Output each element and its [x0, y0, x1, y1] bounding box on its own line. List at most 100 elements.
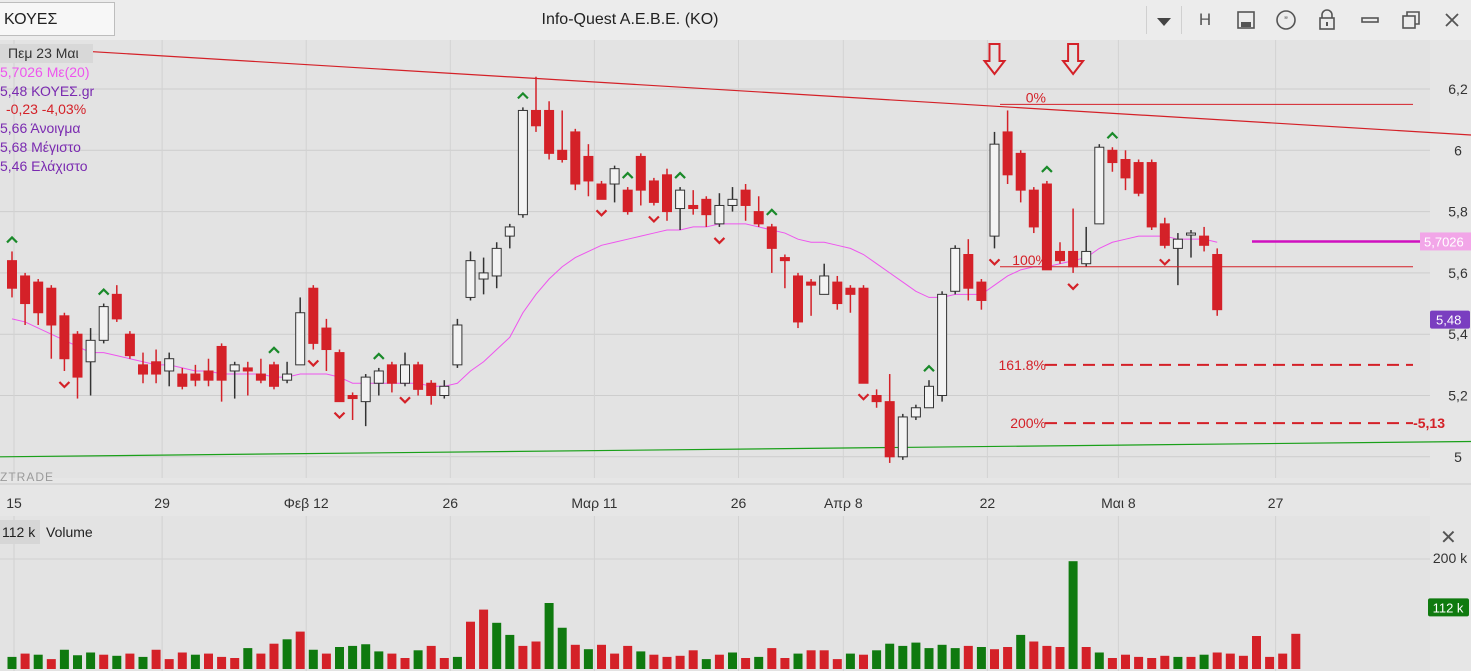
candle-body — [1212, 254, 1223, 311]
buy-signal-icon — [268, 346, 280, 354]
x-tick-label: Μαρ 11 — [571, 495, 617, 511]
lock-icon[interactable] — [1312, 6, 1342, 34]
candle-body — [766, 226, 777, 249]
info-change: -0,23 -4,03% — [6, 101, 87, 118]
volume-bar — [1212, 652, 1222, 669]
trendline-support — [0, 440, 1471, 458]
volume-bar — [976, 647, 986, 669]
trendlines — [0, 45, 1471, 458]
buy-signal-icon — [373, 352, 385, 360]
volume-bar — [204, 653, 213, 669]
volume-bar — [610, 653, 620, 669]
candle-body — [1120, 158, 1131, 179]
chevron-down-icon[interactable] — [1146, 6, 1182, 34]
volume-bar — [531, 641, 541, 669]
volume-bar — [190, 654, 200, 669]
volume-bar — [492, 622, 502, 669]
candle-body — [308, 287, 319, 344]
x-tick-label: 29 — [154, 495, 170, 511]
candle-body — [151, 361, 162, 375]
volume-bar — [1016, 634, 1026, 669]
volume-bar — [911, 642, 921, 669]
volume-title: Volume — [46, 524, 93, 540]
fib-label: 200% — [1010, 415, 1046, 431]
candle-body — [989, 143, 1000, 237]
candle-body — [622, 189, 633, 213]
candle-body — [544, 109, 555, 154]
volume-bar — [321, 653, 331, 669]
close-icon[interactable]: ✕ — [1440, 527, 1457, 549]
watermark: ZTRADE — [0, 470, 54, 484]
candle-body — [950, 247, 961, 292]
volume-bar — [1003, 647, 1013, 669]
down-arrow-icon — [982, 43, 1007, 76]
volume-bar — [662, 656, 672, 669]
candle-body — [648, 180, 659, 203]
candle-body — [465, 260, 476, 298]
candle-body — [727, 198, 738, 206]
candle-body — [779, 257, 790, 262]
fib-target-label: -5,13 — [1413, 415, 1445, 431]
candle-body — [1028, 189, 1039, 228]
x-tick-label: 15 — [6, 495, 22, 511]
price-volume-chart[interactable]: 0% 100% 161.8% 200% -5,13 6,2 6 5,8 5,6 5,4 5,2 5 1… — [0, 40, 1471, 671]
candle-body — [7, 260, 17, 289]
candle-body — [373, 370, 384, 384]
buy-signal-icon — [1041, 165, 1053, 173]
volume-bar — [256, 653, 266, 669]
x-tick-label: Μαι 8 — [1101, 495, 1136, 511]
volume-bar — [439, 658, 449, 669]
candle-body — [242, 367, 253, 372]
volume-bar — [1173, 656, 1183, 669]
restore-icon[interactable] — [1396, 6, 1426, 34]
candle-body — [413, 364, 424, 390]
volume-bars — [7, 561, 1301, 669]
candle-body — [1146, 162, 1157, 228]
candle-body — [832, 281, 843, 305]
save-icon[interactable] — [1231, 6, 1261, 34]
volume-bar — [1265, 656, 1275, 669]
volume-bar — [426, 645, 436, 669]
volume-bar — [413, 650, 423, 669]
sell-signal-icon — [648, 215, 660, 224]
comment-icon[interactable]: ” — [1271, 6, 1301, 34]
buy-signal-icon — [674, 171, 686, 179]
candle-body — [871, 395, 882, 403]
candle-body — [138, 364, 148, 375]
candle-body — [46, 287, 57, 326]
period-button[interactable]: Η — [1198, 10, 1212, 29]
volume-bar — [505, 634, 515, 669]
candle-body — [976, 281, 987, 301]
candlesticks — [7, 76, 1223, 463]
signal-markers — [6, 43, 1171, 420]
minimize-icon[interactable] — [1355, 6, 1385, 34]
sell-signal-icon — [857, 393, 870, 401]
candle-body — [1159, 223, 1170, 246]
candle-body — [124, 333, 135, 357]
candle-body — [609, 168, 620, 185]
volume-bar — [1055, 647, 1065, 669]
symbol-tab[interactable]: ΚΟΥΕΣ — [0, 2, 115, 36]
volume-bar — [741, 658, 751, 669]
candle-body — [452, 324, 463, 366]
volume-bar — [59, 649, 69, 669]
volume-bar — [570, 644, 580, 669]
info-ma: 5,7026 Με(20) — [0, 63, 90, 80]
volume-bar — [151, 649, 161, 669]
volume-bar — [1186, 656, 1196, 669]
fib-label: 100% — [1012, 252, 1048, 268]
candle-body — [400, 364, 410, 384]
close-icon[interactable] — [1437, 6, 1467, 34]
candle-body — [570, 131, 581, 185]
volume-bar — [780, 658, 790, 669]
candle-body — [924, 385, 934, 409]
candle-body — [33, 281, 44, 314]
ma-price-badge — [1420, 232, 1471, 251]
candle-body — [1199, 235, 1210, 246]
volume-bar — [164, 659, 174, 669]
volume-bar — [361, 644, 371, 669]
volume-bar — [7, 656, 17, 669]
volume-bar — [1160, 655, 1170, 669]
volume-bar — [649, 654, 659, 669]
trendline-resistance — [0, 45, 1471, 136]
